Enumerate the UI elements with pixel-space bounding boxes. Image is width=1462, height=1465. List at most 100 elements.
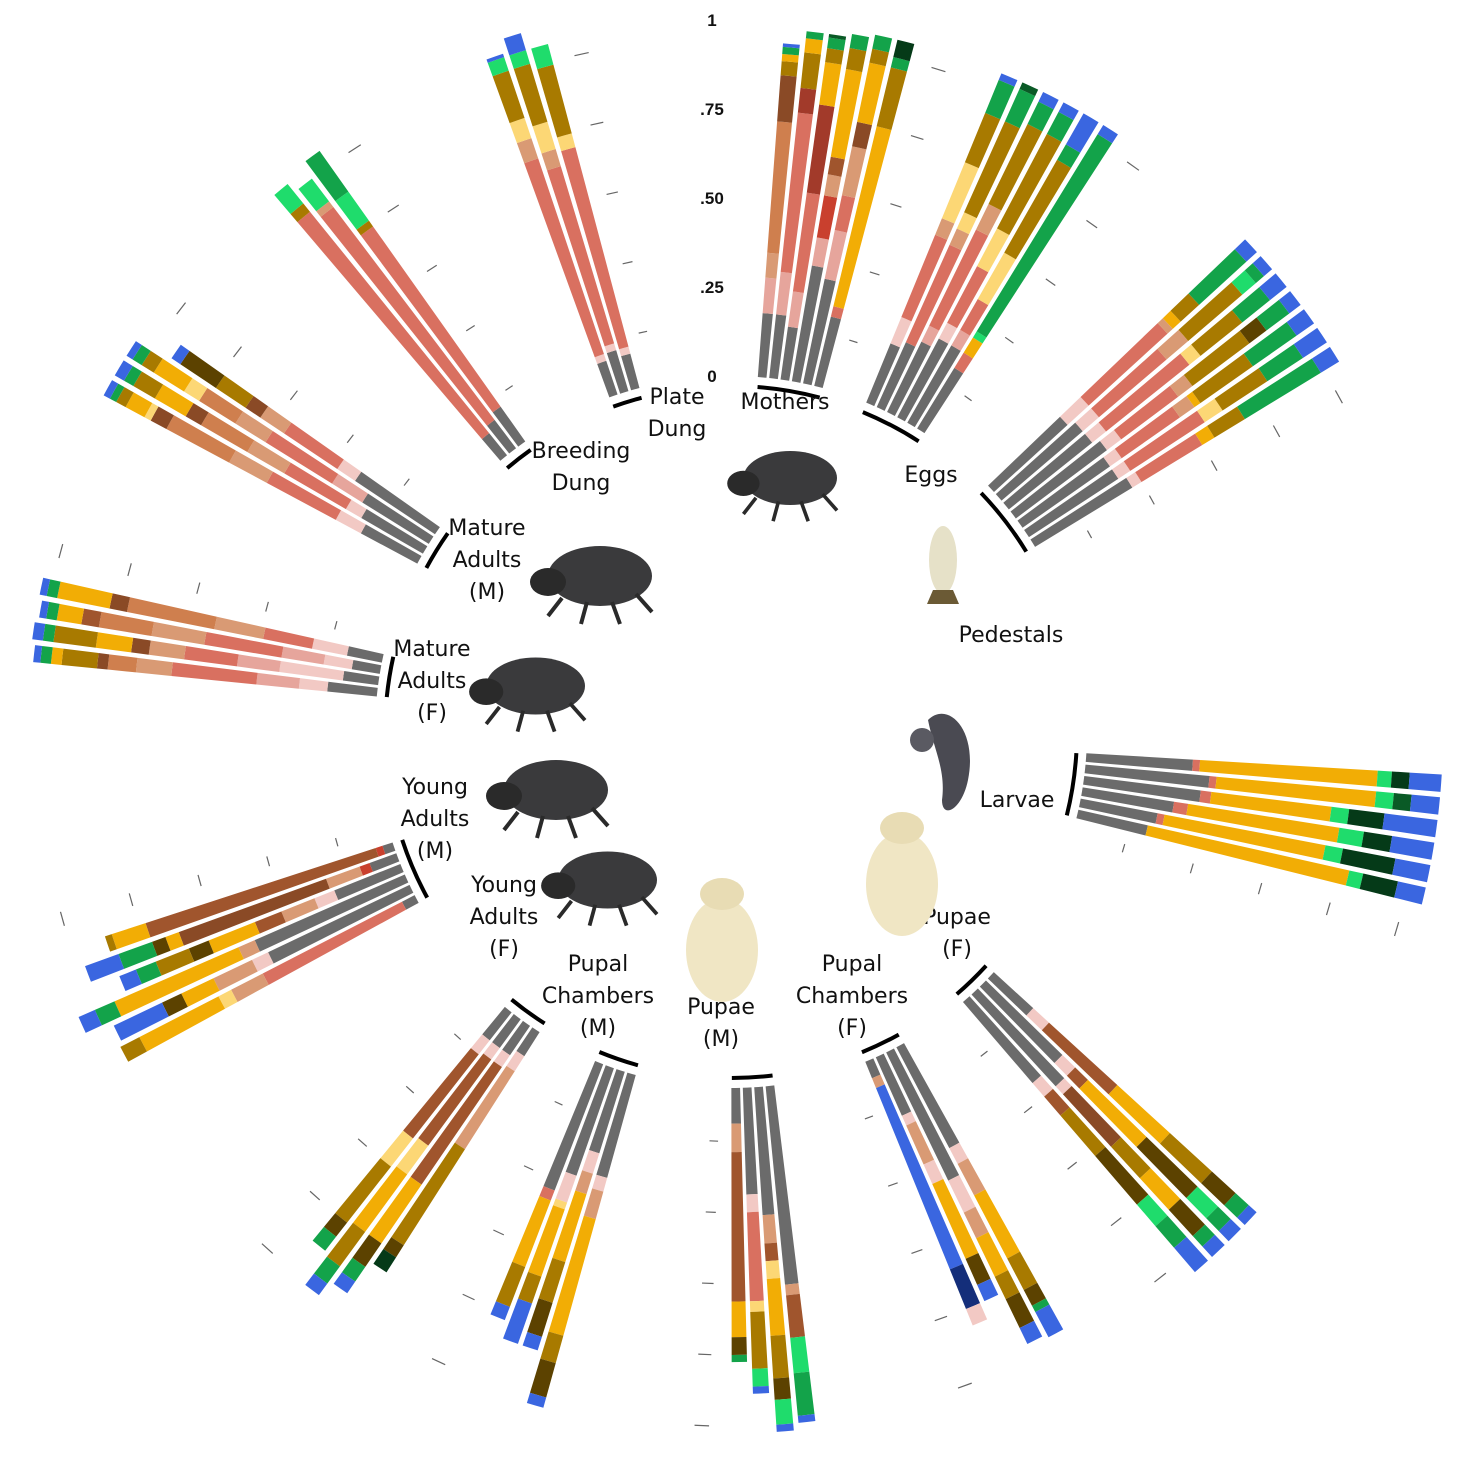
bar-segment — [150, 406, 174, 429]
group-label: Larvae — [980, 788, 1055, 813]
bar-segment — [1076, 809, 1148, 836]
bar-segment — [495, 1261, 526, 1307]
bar-segment — [154, 384, 194, 417]
bar-segment — [876, 342, 916, 411]
bar-segment — [235, 411, 273, 443]
bar-segment — [109, 383, 125, 403]
bar-segment — [526, 1392, 547, 1408]
bar-segment — [178, 878, 330, 946]
bar — [32, 622, 380, 686]
bar-segment — [1311, 346, 1340, 373]
bar-segment — [151, 621, 207, 645]
bar-segment — [963, 337, 983, 359]
group-label: Pupae (F) — [923, 905, 991, 962]
bar-segment — [786, 1293, 805, 1338]
bar-segment — [834, 195, 856, 233]
bar-segment — [949, 1263, 981, 1309]
bar-segment — [619, 346, 631, 357]
bar-segment — [1192, 1224, 1215, 1247]
bar-segment — [148, 640, 186, 660]
bar — [988, 239, 1257, 493]
gap-tick — [233, 346, 242, 358]
bar — [995, 256, 1273, 501]
bar — [791, 33, 870, 383]
group-label-line: Larvae — [980, 788, 1055, 813]
bar-segment — [274, 184, 304, 215]
bar-segment — [548, 1215, 596, 1336]
bar-segment — [124, 365, 142, 387]
group-arc — [505, 448, 532, 470]
gap-tick — [261, 1243, 274, 1254]
bar-segment — [254, 874, 409, 952]
bar — [814, 39, 915, 389]
gap-tick — [890, 203, 902, 208]
gap-tick — [957, 1382, 972, 1389]
bar-segment — [790, 1336, 810, 1374]
bar-segment — [40, 645, 53, 664]
bar-segment — [1392, 858, 1431, 883]
bar-segment — [804, 38, 823, 55]
bar-segment — [298, 678, 329, 692]
bar-segment — [1044, 1088, 1070, 1116]
bar-segment — [765, 1260, 781, 1280]
bar — [1010, 291, 1301, 519]
bar-segment — [582, 1149, 600, 1174]
y-tick-label: 0 — [707, 367, 716, 386]
bar-segment — [1084, 764, 1210, 788]
gap-tick — [196, 582, 201, 594]
bar-segment — [872, 34, 893, 53]
bar-segment — [886, 1048, 960, 1181]
gap-tick — [59, 911, 65, 926]
gap-tick — [931, 66, 946, 73]
bar — [897, 102, 1079, 422]
bar-segment — [311, 638, 349, 656]
group-label-line: Dung — [552, 471, 611, 496]
bar-segment — [125, 392, 153, 418]
bar-segment — [1136, 1136, 1198, 1198]
bar-segment — [1374, 791, 1394, 810]
bar-segment — [752, 1368, 769, 1387]
bar-segment — [1392, 793, 1412, 812]
specimen-icons — [469, 451, 970, 1002]
group-label-line: Young — [470, 873, 537, 898]
y-tick-label: 1 — [707, 11, 716, 30]
bar-segment — [1188, 249, 1247, 305]
bar-segment — [1186, 1186, 1218, 1219]
bar-segment — [962, 996, 1042, 1084]
bar — [1017, 309, 1315, 528]
bar-segment — [1080, 323, 1168, 406]
bar-segment — [827, 37, 846, 51]
bar-segment — [1382, 813, 1438, 838]
gap-tick — [1023, 1106, 1033, 1114]
bar-segment — [787, 291, 804, 329]
bar-segment — [503, 1298, 532, 1344]
bar-segment — [1066, 1067, 1088, 1089]
group-label-line: Young — [401, 775, 468, 800]
bar-segment — [382, 842, 396, 855]
bar-segment — [107, 654, 138, 673]
bar — [85, 853, 400, 982]
bar-segment — [957, 1158, 986, 1196]
bar — [531, 43, 640, 391]
gap-tick — [266, 856, 271, 867]
bar-segment — [1026, 1008, 1049, 1031]
bar-segment — [188, 940, 214, 962]
egg-icon — [927, 526, 959, 604]
bar-segment — [1162, 814, 1326, 860]
bar-segment — [746, 1194, 759, 1213]
group-label-line: (M) — [469, 580, 505, 605]
bar — [305, 150, 526, 447]
group-arc — [598, 1050, 639, 1068]
bar-segment — [1214, 368, 1268, 411]
gap-tick — [694, 1424, 710, 1427]
bar-segment — [824, 174, 842, 198]
bar-segment — [355, 471, 440, 535]
bar-segment — [524, 158, 604, 358]
bar-segment — [1010, 441, 1107, 519]
gap-tick — [405, 1085, 415, 1094]
bar-segment — [529, 1358, 556, 1398]
bar — [1083, 776, 1438, 838]
bar — [104, 842, 396, 952]
group-label-line: Adults — [401, 807, 470, 832]
